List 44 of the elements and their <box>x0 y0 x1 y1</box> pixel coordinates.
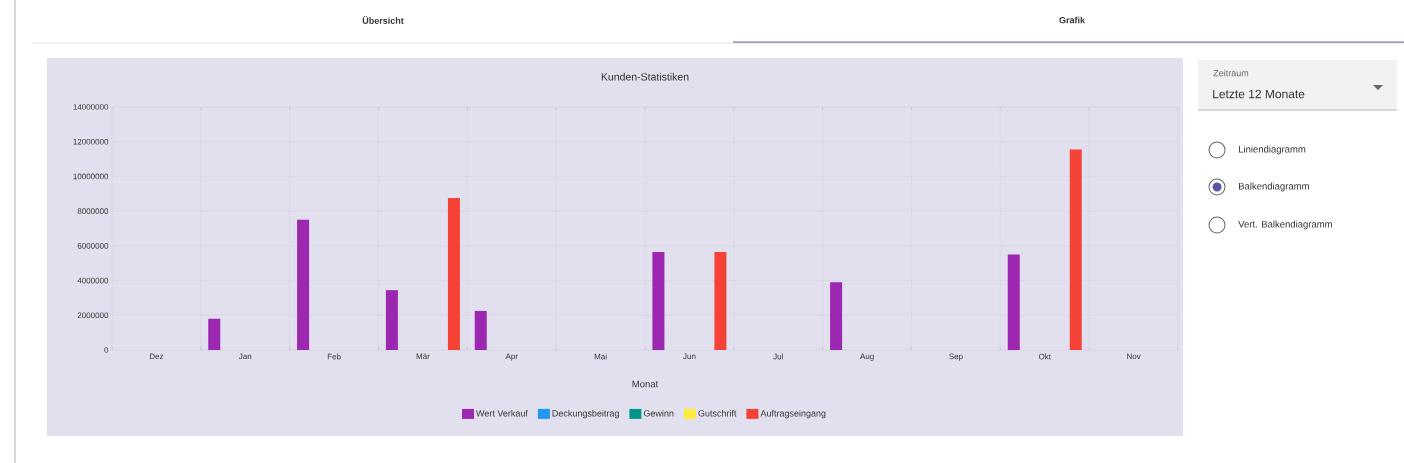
legend-label: Auftragseingang <box>760 409 826 419</box>
x-tick-label: Dez <box>149 353 164 360</box>
y-tick-label: 6000000 <box>77 243 109 249</box>
bar <box>1069 149 1082 350</box>
x-tick-label: Apr <box>505 353 518 361</box>
y-tick-label: 14000000 <box>73 104 109 110</box>
x-tick-label: Jan <box>238 353 252 360</box>
y-tick-label: 2000000 <box>77 312 109 319</box>
bar <box>474 310 487 350</box>
text: Balkendiagramm <box>1239 182 1309 192</box>
bar <box>830 282 843 350</box>
y-tick-label: 4000000 <box>77 277 109 284</box>
x-tick-label: Mai <box>594 353 607 360</box>
chart-title: Kunden-Statistiken <box>601 72 689 81</box>
y-tick-label: 0 <box>104 347 109 353</box>
legend-label: Gutschrift <box>698 409 737 417</box>
x-axis-title: Monat <box>632 380 659 388</box>
legend-label: Gewinn <box>643 409 674 417</box>
x-tick-label: Mär <box>416 353 430 360</box>
bar <box>714 251 727 350</box>
x-tick-label: Okt <box>1038 353 1051 360</box>
text: Übersicht <box>362 16 404 24</box>
bar <box>208 318 221 350</box>
text: Vert. Balkendiagramm <box>1238 220 1332 230</box>
text: Letzte 12 Monate <box>1213 89 1305 99</box>
x-tick-label: Nov <box>1127 353 1141 360</box>
y-tick-label: 10000000 <box>73 173 109 180</box>
x-tick-label: Feb <box>327 353 341 360</box>
x-tick-label: Aug <box>859 353 874 361</box>
bar <box>297 219 310 350</box>
legend-label: Wert Verkauf <box>476 409 528 417</box>
x-tick-label: Jul <box>773 353 783 360</box>
y-tick-label: 8000000 <box>77 208 109 214</box>
bar <box>652 251 665 350</box>
text: Liniendiagramm <box>1239 145 1306 155</box>
legend-label: Deckungsbeitrag <box>552 409 619 419</box>
y-tick-label: 12000000 <box>73 138 109 145</box>
text: Grafik <box>1059 16 1086 24</box>
bar <box>1007 254 1020 350</box>
x-tick-label: Jun <box>683 353 696 360</box>
text: Zeitraum <box>1213 69 1249 77</box>
bar <box>385 290 398 350</box>
x-tick-label: Sep <box>949 353 963 361</box>
bar <box>447 198 460 350</box>
